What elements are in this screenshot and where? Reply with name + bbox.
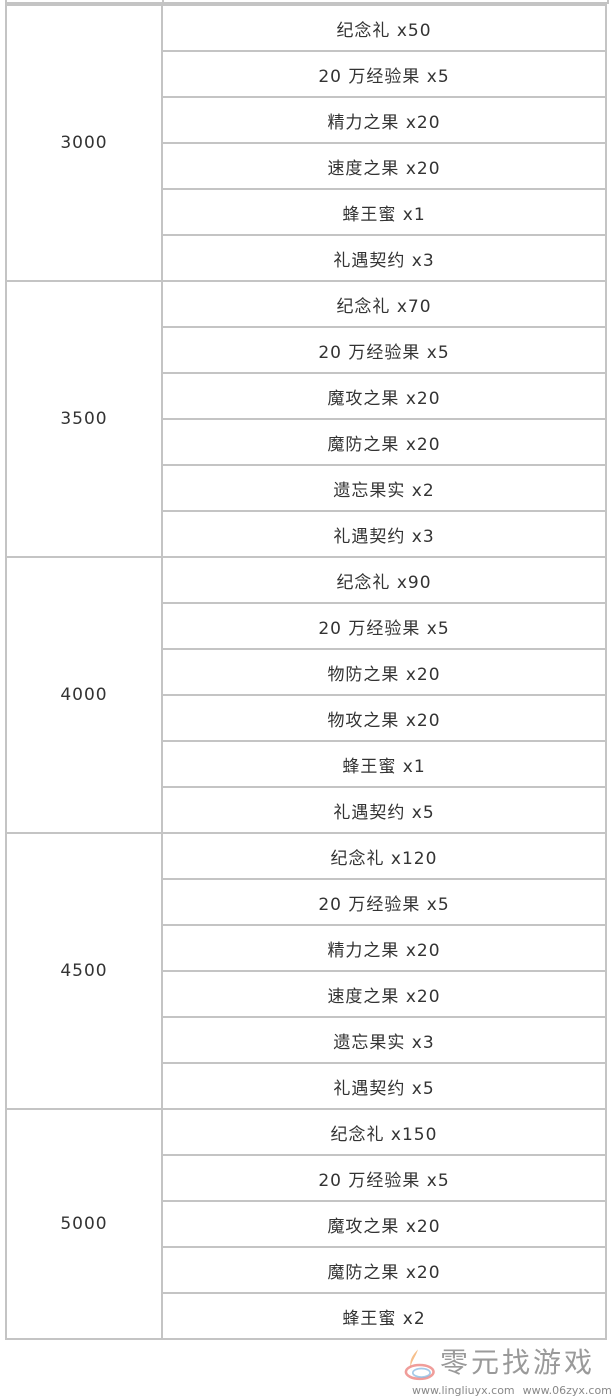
reward-item: 礼遇契约 x3	[161, 234, 607, 282]
table-row: 礼遇契约 x5	[6, 1062, 607, 1110]
reward-item: 蜂王蜜 x2	[161, 1292, 607, 1340]
table-row: 速度之果 x20	[6, 142, 607, 190]
reward-item: 纪念礼 x150	[161, 1108, 607, 1156]
table-row: 礼遇契约 x3	[6, 234, 607, 282]
reward-item: 魔攻之果 x20	[161, 1200, 607, 1248]
table-row: 魔防之果 x20	[6, 418, 607, 466]
tier-amount: 4500	[5, 832, 163, 1110]
table-row: 蜂王蜜 x2	[6, 1292, 607, 1340]
reward-item: 20 万经验果 x5	[161, 1154, 607, 1202]
reward-item: 物攻之果 x20	[161, 694, 607, 742]
tier-amount: 3500	[5, 280, 163, 558]
table-row: 3000 纪念礼 x50	[5, 4, 607, 282]
reward-item: 纪念礼 x90	[161, 556, 607, 604]
reward-item: 速度之果 x20	[161, 142, 607, 190]
table-row: 礼遇契约 x3	[6, 510, 607, 558]
table-row: 魔防之果 x20	[6, 1246, 607, 1294]
table-row: 礼遇契约 x5	[6, 786, 607, 834]
reward-item: 礼遇契约 x3	[161, 510, 607, 558]
reward-item: 20 万经验果 x5	[161, 602, 607, 650]
reward-item: 礼遇契约 x5	[161, 1062, 607, 1110]
reward-item: 魔攻之果 x20	[161, 372, 607, 420]
reward-item: 纪念礼 x120	[161, 832, 607, 880]
table-row: 20 万经验果 x5	[6, 50, 607, 98]
table-row: 遗忘果实 x3	[6, 1016, 607, 1064]
table-row: 速度之果 x20	[6, 970, 607, 1018]
table-row: 20 万经验果 x5	[6, 326, 607, 374]
tier-amount: 4000	[5, 556, 163, 834]
reward-item: 精力之果 x20	[161, 924, 607, 972]
table-row: 物防之果 x20	[6, 648, 607, 696]
reward-item: 遗忘果实 x3	[161, 1016, 607, 1064]
table-row: 蜂王蜜 x1	[6, 188, 607, 236]
table-row: 20 万经验果 x5	[6, 1154, 607, 1202]
table-row: 魔攻之果 x20	[6, 372, 607, 420]
table-row: 5000 纪念礼 x150	[5, 1108, 607, 1340]
reward-item: 物防之果 x20	[161, 648, 607, 696]
table-row: 蜂王蜜 x1	[6, 740, 607, 788]
reward-item: 精力之果 x20	[161, 96, 607, 144]
reward-item: 礼遇契约 x5	[161, 786, 607, 834]
watermark-urls: www.lingliuyx.com www.06zyx.com	[412, 1384, 612, 1397]
watermark-url-2: www.06zyx.com	[522, 1384, 612, 1397]
watermark-title: 零元找游戏	[440, 1346, 596, 1379]
reward-item: 20 万经验果 x5	[161, 50, 607, 98]
watermark-logo-icon	[404, 1349, 435, 1381]
reward-item: 遗忘果实 x2	[161, 464, 607, 512]
reward-item: 纪念礼 x50	[161, 4, 607, 52]
table-row: 20 万经验果 x5	[6, 878, 607, 926]
reward-item: 20 万经验果 x5	[161, 878, 607, 926]
previous-row-edge	[5, 0, 609, 4]
reward-item: 20 万经验果 x5	[161, 326, 607, 374]
table-row: 物攻之果 x20	[6, 694, 607, 742]
reward-item: 纪念礼 x70	[161, 280, 607, 328]
watermark-url-1: www.lingliuyx.com	[412, 1384, 515, 1397]
table-row: 3500 纪念礼 x70	[5, 280, 607, 558]
table-row: 魔攻之果 x20	[6, 1200, 607, 1248]
reward-table: 3000 纪念礼 x50 20 万经验果 x5 精力之果 x20 速度之果 x20 蜂王蜜…	[5, 4, 607, 1340]
table-row: 4000 纪念礼 x90	[5, 556, 607, 834]
reward-item: 魔防之果 x20	[161, 1246, 607, 1294]
tier-amount: 5000	[5, 1108, 163, 1340]
reward-item: 蜂王蜜 x1	[161, 188, 607, 236]
table-row: 遗忘果实 x2	[6, 464, 607, 512]
table-row: 精力之果 x20	[6, 924, 607, 972]
reward-item: 速度之果 x20	[161, 970, 607, 1018]
reward-item: 蜂王蜜 x1	[161, 740, 607, 788]
reward-item: 魔防之果 x20	[161, 418, 607, 466]
table-row: 4500 纪念礼 x120	[5, 832, 607, 1110]
tier-amount: 3000	[5, 4, 163, 282]
table-row: 20 万经验果 x5	[6, 602, 607, 650]
table-row: 精力之果 x20	[6, 96, 607, 144]
